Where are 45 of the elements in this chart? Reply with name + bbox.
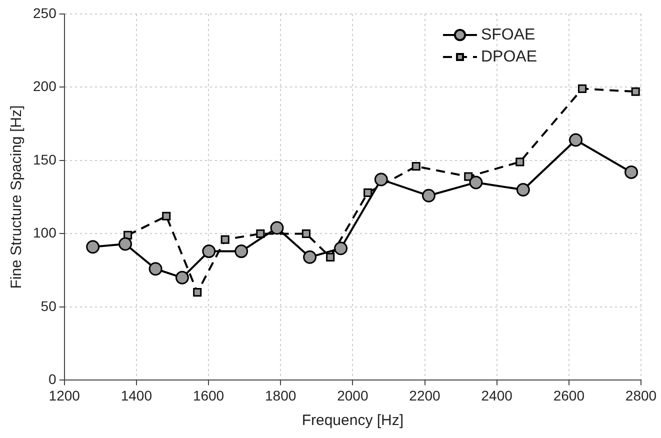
x-tick-label: 1200 (48, 387, 80, 404)
x-tick-label: 2000 (337, 387, 368, 404)
y-tick-label: 0 (48, 371, 57, 388)
point (631, 87, 640, 96)
point (516, 183, 530, 197)
point (364, 188, 372, 197)
y-tick-label: 200 (33, 78, 57, 94)
legend-label: DPOAE (480, 48, 537, 66)
x-tick-label: 2400 (481, 387, 513, 404)
point (302, 229, 310, 238)
y-tick-label: 100 (33, 224, 57, 241)
x-tick-label: 2600 (553, 387, 585, 404)
point (516, 158, 524, 166)
x-tick-label: 2800 (625, 387, 657, 404)
point (326, 252, 335, 262)
point (578, 84, 587, 93)
point (256, 229, 265, 238)
point (220, 235, 230, 244)
point (412, 162, 420, 171)
y-axis-title: Fine Structure Spacing [Hz] (8, 105, 26, 289)
y-tick-label: 50 (40, 298, 57, 314)
point (569, 133, 583, 147)
point (374, 172, 388, 186)
point (234, 244, 248, 258)
x-tick-label: 1600 (192, 387, 224, 404)
point (422, 188, 436, 202)
point (624, 165, 638, 179)
legend-label: SFOAE (480, 26, 536, 44)
x-tick-label: 2200 (409, 387, 441, 404)
point (303, 250, 317, 264)
point (270, 221, 284, 235)
point (86, 240, 100, 254)
point (148, 262, 162, 276)
y-tick-label: 250 (33, 4, 57, 21)
x-tick-label: 1800 (265, 387, 296, 404)
point (202, 244, 216, 258)
x-tick-label: 1400 (120, 387, 152, 404)
point (175, 270, 189, 284)
x-axis-title: Frequency [Hz] (302, 412, 404, 430)
point (193, 288, 202, 297)
point (162, 212, 171, 220)
point (118, 237, 132, 251)
point (469, 176, 483, 190)
y-tick-label: 150 (33, 151, 57, 168)
point (334, 242, 348, 256)
